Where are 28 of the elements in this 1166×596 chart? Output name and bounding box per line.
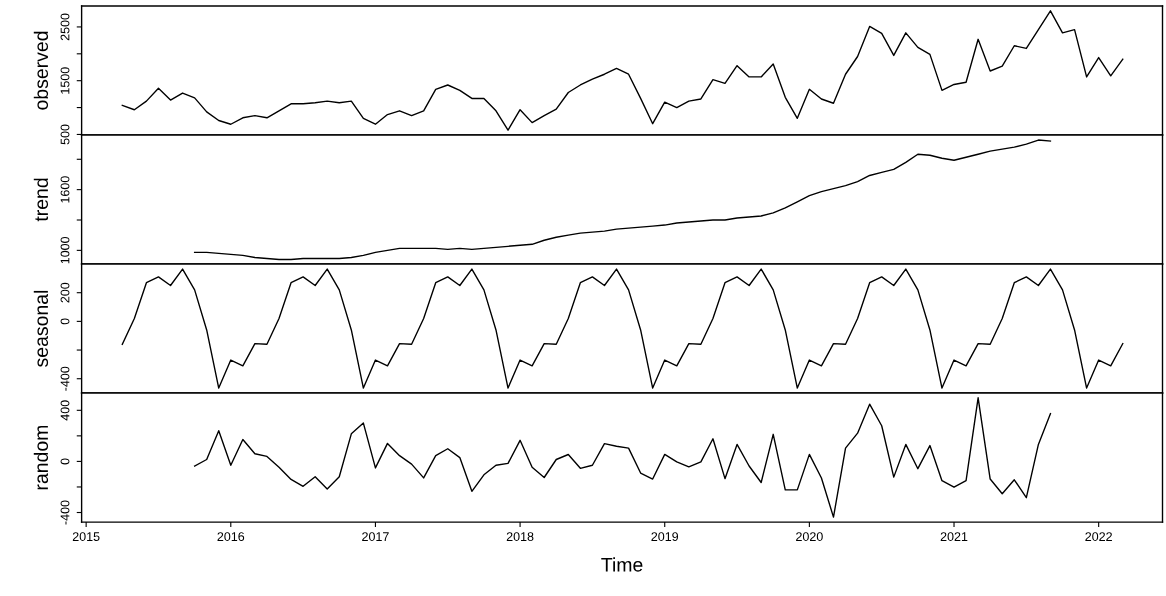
y-tick-label: 1500 [60, 67, 70, 94]
line-series [121, 10, 1124, 131]
y-tick-label: 1600 [60, 176, 70, 203]
y-axis-title: observed [33, 31, 49, 110]
x-tick-label: 2018 [506, 532, 534, 541]
y-axis-title: seasonal [33, 290, 49, 367]
y-tick-label: 1000 [60, 236, 70, 264]
line-series [193, 397, 1052, 518]
y-axis-title: random [33, 425, 49, 490]
x-tick-label: 2016 [217, 532, 245, 541]
x-tick-label: 2019 [651, 532, 679, 541]
x-tick-label: 2022 [1085, 532, 1112, 541]
x-tick-label: 2017 [362, 532, 389, 541]
line-series [121, 268, 1124, 389]
y-tick-label: -400 [60, 366, 70, 391]
y-tick-label: -400 [60, 500, 70, 525]
line-series [193, 139, 1052, 261]
y-tick-label: 0 [60, 318, 70, 325]
x-tick-label: 2015 [72, 532, 100, 541]
y-tick-label: 400 [60, 400, 70, 421]
x-tick-label: 2020 [796, 532, 823, 541]
y-tick-label: 2500 [60, 13, 70, 41]
x-tick-label: 2021 [940, 532, 968, 541]
x-axis-title: Time [601, 557, 643, 572]
y-tick-label: 0 [60, 458, 70, 465]
y-tick-label: 500 [60, 124, 70, 145]
y-tick-label: 200 [60, 282, 70, 303]
y-axis-title: trend [33, 178, 49, 222]
